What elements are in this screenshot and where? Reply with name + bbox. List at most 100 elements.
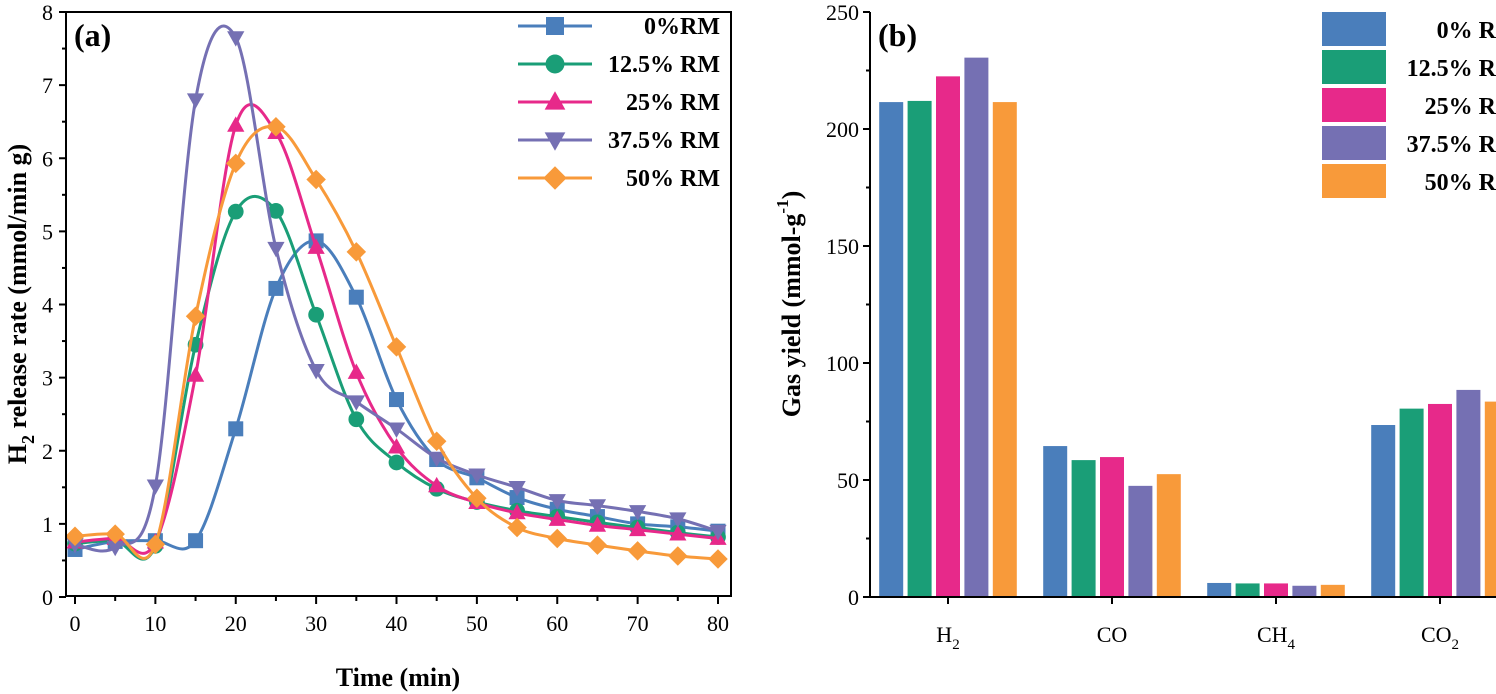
legend-swatch bbox=[1322, 126, 1386, 160]
bar-chart-legend: 0% R 12.5% R 25% R 37.5% R 50% R bbox=[1322, 12, 1496, 198]
legend-label: 0% R bbox=[1437, 18, 1496, 44]
bar bbox=[1371, 425, 1396, 597]
data-point bbox=[346, 242, 367, 262]
data-point bbox=[387, 438, 406, 454]
data-point bbox=[588, 499, 607, 515]
legend-swatch bbox=[1322, 50, 1386, 84]
x-tick-label: CO bbox=[1097, 622, 1128, 647]
panel-b-label: (b) bbox=[878, 17, 917, 53]
y-tick-label: 0 bbox=[848, 585, 859, 610]
legend-item: 25% R bbox=[1322, 88, 1496, 122]
x-tick-label: 0 bbox=[70, 611, 81, 636]
data-point bbox=[389, 392, 404, 408]
line-series-group bbox=[65, 24, 728, 569]
bar bbox=[1399, 408, 1424, 597]
y-tick-label: 200 bbox=[826, 117, 859, 142]
data-point bbox=[226, 153, 246, 174]
legend-item: 25% RM bbox=[518, 90, 720, 116]
data-point bbox=[145, 534, 166, 555]
data-point bbox=[227, 116, 245, 132]
bar bbox=[992, 102, 1017, 597]
data-point bbox=[508, 480, 526, 497]
bar-chart-ticks: 0 50 100 150 200 250 H2 CO CH4 CO2 bbox=[826, 0, 1459, 653]
data-point bbox=[387, 422, 406, 438]
bar-chart-y-axis-label: Gas yield (mmol-g-1) bbox=[773, 191, 806, 418]
legend-swatch bbox=[1322, 12, 1386, 46]
data-point bbox=[306, 169, 326, 190]
bar-group bbox=[1207, 582, 1345, 597]
legend-marker bbox=[545, 54, 565, 74]
data-point bbox=[426, 431, 447, 451]
bar bbox=[1428, 403, 1452, 597]
data-point bbox=[185, 306, 206, 326]
bar bbox=[1235, 583, 1260, 597]
bar bbox=[1264, 583, 1288, 597]
y-tick-label: 1 bbox=[42, 512, 53, 537]
line-chart-x-axis-label: Time (min) bbox=[336, 663, 460, 692]
legend-marker bbox=[546, 17, 564, 35]
legend-item: 0%RM bbox=[518, 14, 720, 40]
y-tick-label: 150 bbox=[826, 234, 859, 259]
data-point bbox=[509, 490, 525, 506]
data-point bbox=[629, 520, 647, 537]
legend-item: 12.5% RM bbox=[518, 52, 720, 78]
series-line bbox=[74, 194, 719, 561]
bar-series-group bbox=[879, 57, 1496, 598]
x-tick-label: CO2 bbox=[1421, 622, 1459, 653]
data-point bbox=[428, 476, 446, 493]
data-point bbox=[709, 524, 727, 541]
y-tick-label: 6 bbox=[42, 146, 53, 171]
bar bbox=[1320, 584, 1345, 597]
line-chart-ticks: 0 10 20 30 40 50 60 70 80 0 1 2 3 4 5 6 7 8 bbox=[42, 0, 729, 636]
legend-label: 37.5% R bbox=[1407, 132, 1496, 158]
bar bbox=[1292, 585, 1317, 597]
data-point bbox=[268, 203, 284, 219]
data-point bbox=[627, 541, 648, 561]
data-point bbox=[227, 31, 245, 47]
line-chart-y-axis-label: H2 release rate (mmol/min g) bbox=[3, 144, 38, 464]
legend-item: 37.5% RM bbox=[518, 128, 720, 154]
y-tick-label: 250 bbox=[826, 0, 859, 25]
y-tick-label: 3 bbox=[42, 366, 53, 391]
y-tick-label: 100 bbox=[826, 351, 859, 376]
y-tick-label: 8 bbox=[42, 0, 53, 25]
data-point bbox=[308, 306, 324, 323]
data-point bbox=[267, 241, 285, 258]
bar-chart-panel: 0 50 100 150 200 250 H2 CO CH4 CO2 (b) Gas yield … bbox=[773, 0, 1496, 653]
bar bbox=[1156, 474, 1181, 597]
bar-group bbox=[1371, 389, 1496, 597]
bar-group bbox=[879, 57, 1017, 598]
data-point bbox=[467, 488, 487, 509]
legend-marker bbox=[544, 132, 566, 151]
line-chart-legend: 0%RM 12.5% RM 25% RM 37.5% RM 50% RM bbox=[518, 14, 720, 192]
y-tick-label: 0 bbox=[42, 585, 53, 610]
bar bbox=[1071, 460, 1096, 597]
data-point bbox=[307, 238, 325, 254]
data-point bbox=[508, 503, 526, 520]
data-point bbox=[668, 546, 688, 566]
bar bbox=[936, 76, 960, 598]
legend-label: 25% R bbox=[1425, 94, 1496, 120]
y-tick-label: 7 bbox=[42, 73, 53, 98]
data-point bbox=[388, 454, 405, 471]
legend-label: 37.5% RM bbox=[608, 128, 720, 154]
bar bbox=[1484, 401, 1496, 597]
legend-label: 12.5% RM bbox=[608, 52, 720, 78]
x-tick-label: 10 bbox=[144, 611, 166, 636]
data-point bbox=[629, 505, 647, 521]
data-point bbox=[347, 363, 365, 379]
data-point bbox=[268, 280, 284, 296]
legend-label: 25% RM bbox=[626, 90, 720, 116]
data-point bbox=[188, 533, 204, 549]
bar bbox=[1100, 457, 1124, 597]
x-tick-label: 40 bbox=[386, 611, 408, 636]
legend-item: 0% R bbox=[1322, 12, 1496, 46]
data-point bbox=[105, 524, 125, 544]
x-tick-label: 50 bbox=[466, 611, 488, 636]
data-point bbox=[669, 525, 687, 541]
data-point bbox=[468, 468, 486, 484]
line-series-50-rm bbox=[65, 117, 728, 569]
bar bbox=[964, 57, 989, 597]
y-tick-label: 50 bbox=[837, 468, 859, 493]
legend-label: 0%RM bbox=[644, 14, 720, 40]
